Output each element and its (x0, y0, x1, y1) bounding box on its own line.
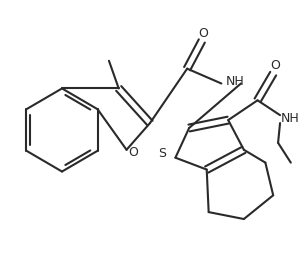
Text: O: O (270, 59, 280, 72)
Text: NH: NH (281, 112, 299, 125)
Text: NH: NH (226, 75, 244, 88)
Text: O: O (198, 27, 208, 39)
Text: O: O (128, 146, 138, 159)
Text: S: S (158, 147, 166, 160)
